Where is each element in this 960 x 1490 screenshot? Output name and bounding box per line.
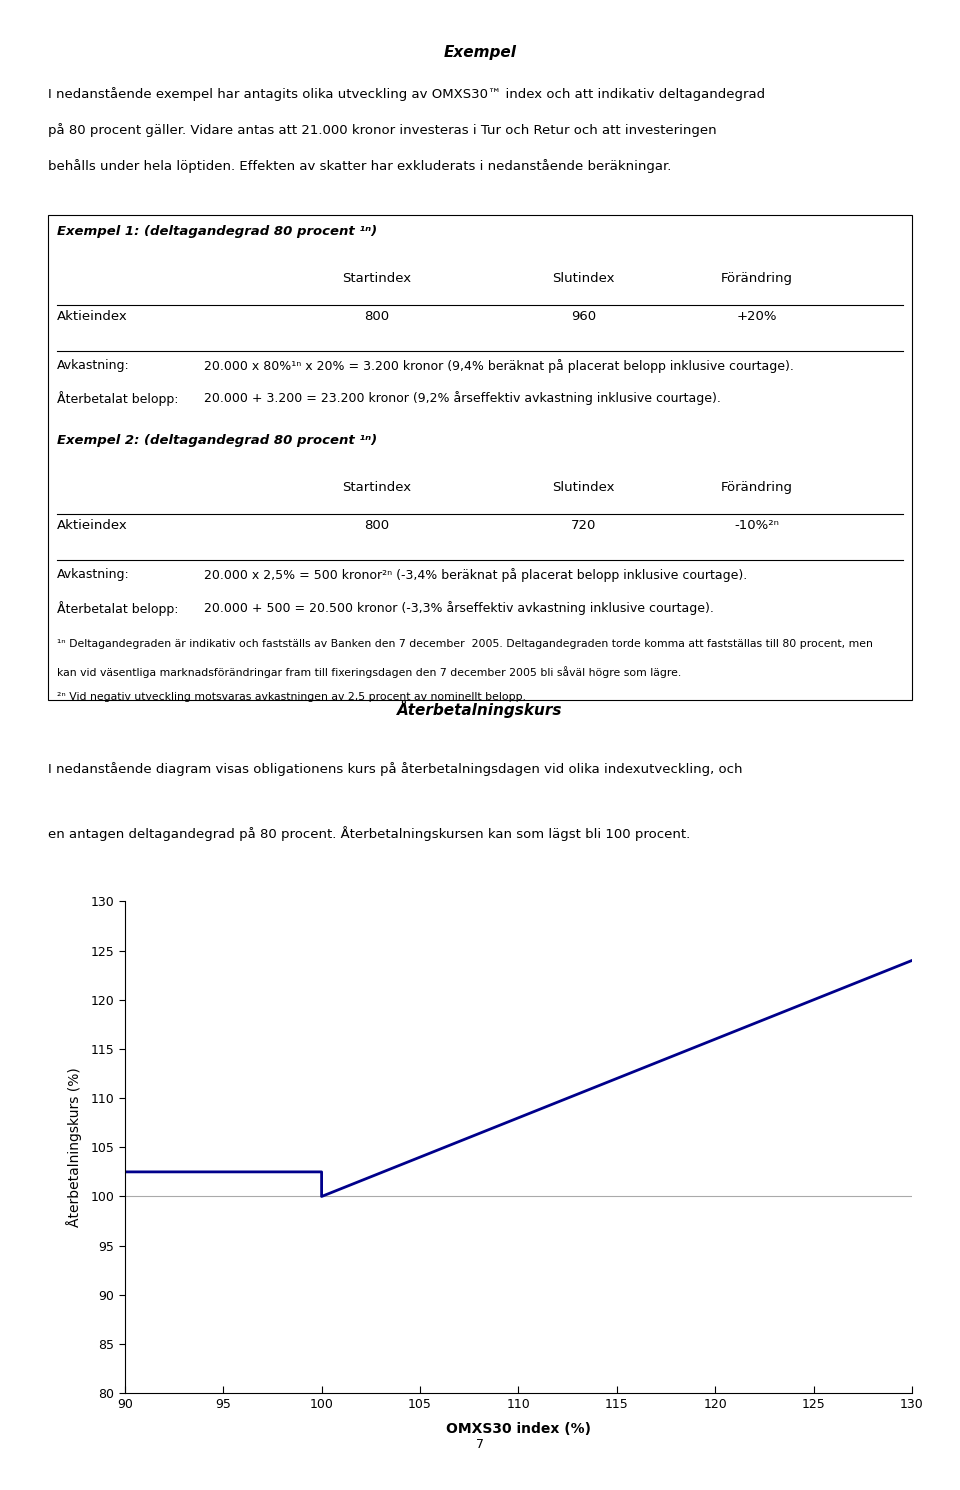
Text: 20.000 + 3.200 = 23.200 kronor (9,2% årseffektiv avkastning inklusive courtage).: 20.000 + 3.200 = 23.200 kronor (9,2% års… (204, 392, 720, 405)
Text: 20.000 x 2,5% = 500 kronor²ⁿ (-3,4% beräknat på placerat belopp inklusive courta: 20.000 x 2,5% = 500 kronor²ⁿ (-3,4% berä… (204, 568, 747, 581)
Text: 960: 960 (571, 310, 596, 323)
Text: Slutindex: Slutindex (552, 273, 615, 285)
Text: Återbetalat belopp:: Återbetalat belopp: (57, 600, 179, 615)
X-axis label: OMXS30 index (%): OMXS30 index (%) (445, 1421, 591, 1436)
Text: Exempel: Exempel (444, 45, 516, 60)
Text: 20.000 x 80%¹ⁿ x 20% = 3.200 kronor (9,4% beräknat på placerat belopp inklusive : 20.000 x 80%¹ⁿ x 20% = 3.200 kronor (9,4… (204, 359, 793, 372)
Text: I nedanstående diagram visas obligationens kurs på återbetalningsdagen vid olika: I nedanstående diagram visas obligatione… (48, 763, 742, 776)
Text: Aktieindex: Aktieindex (57, 310, 128, 323)
Text: på 80 procent gäller. Vidare antas att 21.000 kronor investeras i Tur och Retur : på 80 procent gäller. Vidare antas att 2… (48, 124, 716, 137)
Text: +20%: +20% (736, 310, 777, 323)
Text: Förändring: Förändring (720, 273, 793, 285)
Text: Exempel 2: (deltagandegrad 80 procent ¹ⁿ): Exempel 2: (deltagandegrad 80 procent ¹ⁿ… (57, 434, 376, 447)
Text: ²ⁿ Vid negativ utveckling motsvaras avkastningen av 2,5 procent av nominellt bel: ²ⁿ Vid negativ utveckling motsvaras avka… (57, 693, 526, 702)
Text: 20.000 + 500 = 20.500 kronor (-3,3% årseffektiv avkastning inklusive courtage).: 20.000 + 500 = 20.500 kronor (-3,3% årse… (204, 600, 713, 614)
Text: ¹ⁿ Deltagandegraden är indikativ och fastställs av Banken den 7 december  2005. : ¹ⁿ Deltagandegraden är indikativ och fas… (57, 639, 873, 648)
Text: Startindex: Startindex (342, 481, 411, 495)
Text: Återbetalat belopp:: Återbetalat belopp: (57, 392, 179, 407)
Text: Startindex: Startindex (342, 273, 411, 285)
Text: Aktieindex: Aktieindex (57, 520, 128, 532)
Text: 800: 800 (364, 520, 389, 532)
Text: I nedanstående exempel har antagits olika utveckling av OMXS30™ index och att in: I nedanstående exempel har antagits olik… (48, 88, 765, 101)
Text: -10%²ⁿ: -10%²ⁿ (734, 520, 779, 532)
Text: Slutindex: Slutindex (552, 481, 615, 495)
Text: Avkastning:: Avkastning: (57, 359, 130, 371)
Text: Återbetalningskurs: Återbetalningskurs (397, 700, 563, 718)
Text: 800: 800 (364, 310, 389, 323)
Text: en antagen deltagandegrad på 80 procent. Återbetalningskursen kan som lägst bli : en antagen deltagandegrad på 80 procent.… (48, 825, 690, 842)
Text: 720: 720 (571, 520, 596, 532)
Text: kan vid väsentliga marknadsförändringar fram till fixeringsdagen den 7 december : kan vid väsentliga marknadsförändringar … (57, 666, 681, 678)
Bar (48, 215, 912, 700)
Text: 7: 7 (476, 1438, 484, 1451)
Text: Avkastning:: Avkastning: (57, 568, 130, 581)
Text: Förändring: Förändring (720, 481, 793, 495)
Text: Exempel 1: (deltagandegrad 80 procent ¹ⁿ): Exempel 1: (deltagandegrad 80 procent ¹ⁿ… (57, 225, 376, 238)
Text: behålls under hela löptiden. Effekten av skatter har exkluderats i nedanstående : behålls under hela löptiden. Effekten av… (48, 159, 671, 173)
Y-axis label: Återbetalningskurs (%): Återbetalningskurs (%) (66, 1067, 83, 1228)
